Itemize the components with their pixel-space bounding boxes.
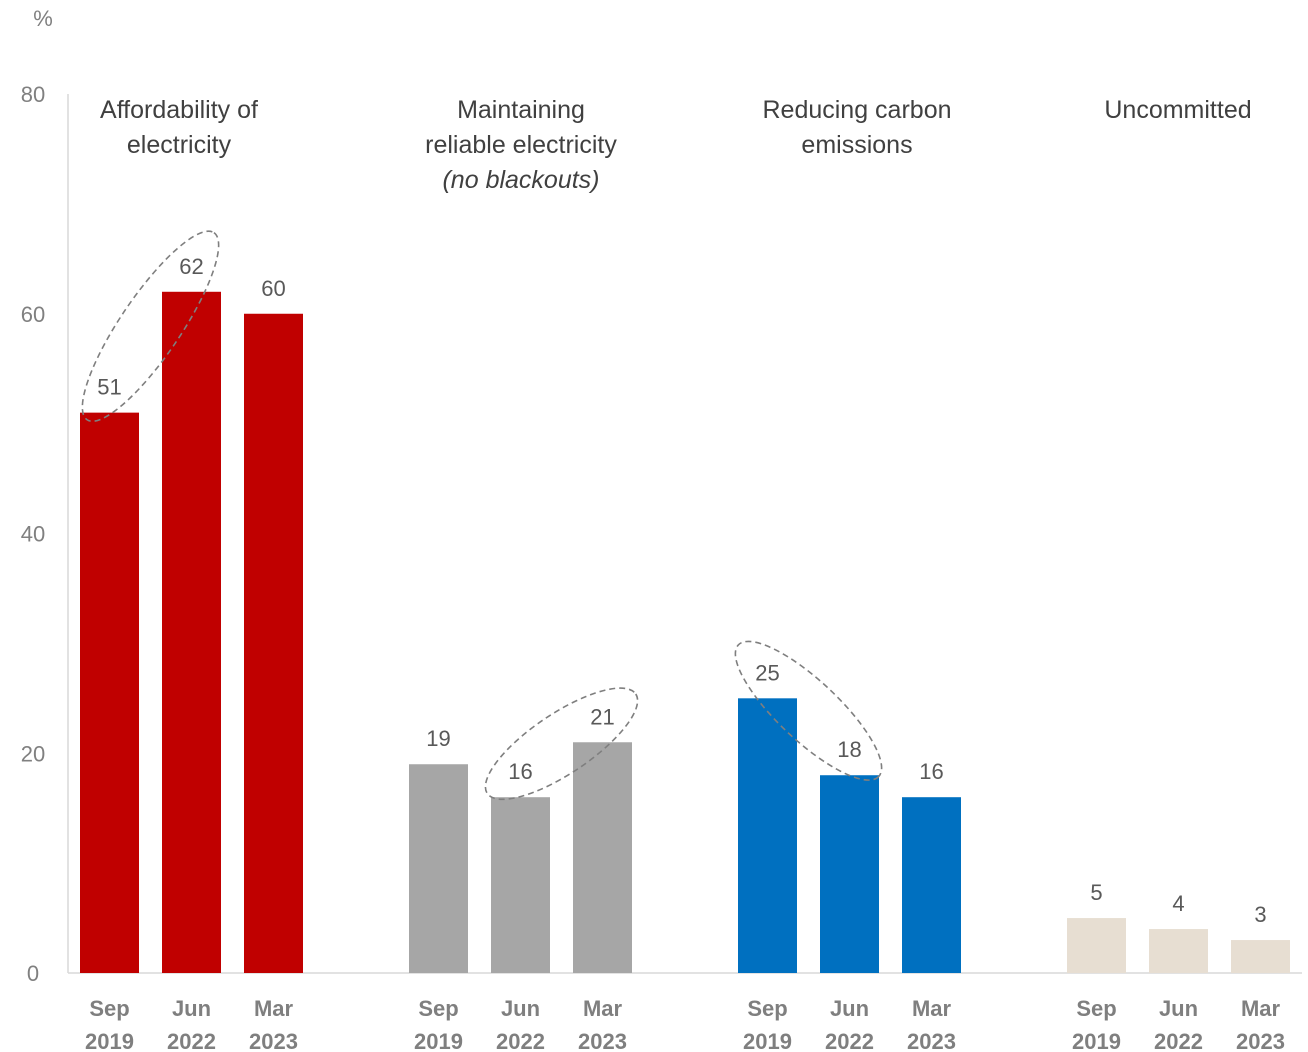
bar xyxy=(1067,918,1126,973)
value-label: 19 xyxy=(426,726,450,751)
y-tick-label: 80 xyxy=(21,82,45,107)
value-label: 5 xyxy=(1090,880,1102,905)
bar xyxy=(409,764,468,973)
category-label: Mar xyxy=(912,996,952,1021)
category-label: 2023 xyxy=(907,1029,956,1052)
group-title-line: electricity xyxy=(127,131,232,159)
highlight-ellipse xyxy=(734,640,883,781)
category-label: 2023 xyxy=(249,1029,298,1052)
category-label: Sep xyxy=(89,996,129,1021)
group-subtitle: (no blackouts) xyxy=(442,166,599,194)
group-title-line: Uncommitted xyxy=(1104,96,1251,124)
value-label: 4 xyxy=(1172,891,1184,916)
value-label: 25 xyxy=(755,660,779,685)
category-label: Mar xyxy=(1241,996,1281,1021)
highlight-ellipse xyxy=(484,687,639,801)
value-label: 21 xyxy=(590,704,614,729)
category-label: Jun xyxy=(172,996,211,1021)
bar-series xyxy=(80,291,1290,973)
y-tick-label: 0 xyxy=(27,961,39,986)
group-title-line: Reducing carbon xyxy=(762,96,951,124)
y-tick-label: 20 xyxy=(21,741,45,766)
category-label: Jun xyxy=(830,996,869,1021)
category-label: Jun xyxy=(1159,996,1198,1021)
value-label: 51 xyxy=(97,375,121,400)
category-label: 2022 xyxy=(496,1029,545,1052)
bar xyxy=(1231,940,1290,973)
group-title-line: reliable electricity xyxy=(425,131,617,159)
y-axis-unit-label: % xyxy=(33,6,53,31)
value-label: 16 xyxy=(919,759,943,784)
group-title-line: Affordability of xyxy=(100,96,258,124)
bar xyxy=(1149,929,1208,973)
bar xyxy=(902,797,961,973)
bar xyxy=(162,291,221,973)
value-label: 3 xyxy=(1254,902,1266,927)
category-label: 2023 xyxy=(1236,1029,1285,1052)
category-labels: Sep 2019 Jun 2022 Mar 2023 Sep 2019 Jun 2022 Mar 20… xyxy=(85,996,1285,1052)
category-label: Sep xyxy=(1076,996,1116,1021)
group-title-line: Maintaining xyxy=(457,96,585,124)
category-label: 2019 xyxy=(1072,1029,1121,1052)
value-label: 60 xyxy=(261,276,285,301)
y-tick-label: 60 xyxy=(21,302,45,327)
highlight-ellipse xyxy=(81,230,220,423)
value-label: 62 xyxy=(179,254,203,279)
category-label: 2022 xyxy=(167,1029,216,1052)
y-tick-label: 40 xyxy=(21,522,45,547)
bar xyxy=(820,775,879,973)
value-label: 16 xyxy=(508,759,532,784)
category-label: 2019 xyxy=(743,1029,792,1052)
bar xyxy=(738,698,797,973)
group-title-line: emissions xyxy=(801,131,912,159)
value-label: 18 xyxy=(837,737,861,762)
bar xyxy=(573,742,632,973)
y-axis-ticks: 0 20 40 60 80 xyxy=(21,82,45,986)
category-label: 2023 xyxy=(578,1029,627,1052)
bar xyxy=(491,797,550,973)
bar xyxy=(80,412,139,973)
category-label: 2019 xyxy=(85,1029,134,1052)
category-label: 2022 xyxy=(1154,1029,1203,1052)
category-label: 2019 xyxy=(414,1029,463,1052)
category-label: Sep xyxy=(747,996,787,1021)
category-label: 2022 xyxy=(825,1029,874,1052)
category-label: Jun xyxy=(501,996,540,1021)
category-label: Mar xyxy=(583,996,623,1021)
category-label: Sep xyxy=(418,996,458,1021)
value-labels: 51 62 60 19 16 21 25 18 16 5 4 3 xyxy=(97,254,1266,927)
group-titles: Affordability of electricity Maintaining re… xyxy=(100,96,1252,194)
bar xyxy=(244,313,303,973)
category-label: Mar xyxy=(254,996,294,1021)
highlight-ellipses xyxy=(81,230,883,801)
